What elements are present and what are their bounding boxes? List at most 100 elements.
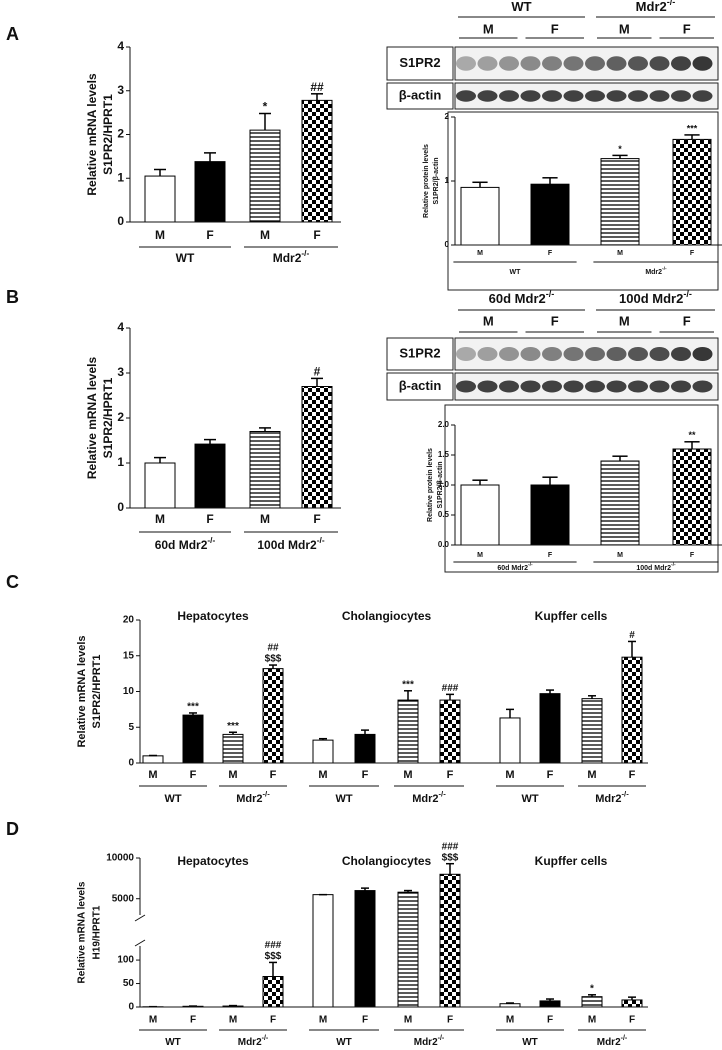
y-tick-label: 100 (117, 955, 134, 966)
blot-band (499, 56, 519, 71)
bar (581, 996, 603, 1008)
bar (499, 717, 521, 764)
y-tick-label: 0.0 (438, 540, 450, 549)
group-label: Mdr2-/- (414, 1035, 445, 1048)
group-label-text: WT (522, 1037, 538, 1048)
x-tick-label: M (404, 1015, 412, 1026)
group-label-text: Mdr2 (412, 793, 438, 805)
y-tick-label: 3 (117, 365, 124, 379)
bar (460, 186, 500, 246)
group-label: WT (176, 251, 195, 265)
blot-band (477, 380, 498, 393)
blot-group-label: Mdr2-/- (636, 0, 676, 14)
bar (301, 386, 333, 509)
significance-label: *** (402, 679, 414, 690)
x-tick-label: M (155, 512, 165, 526)
blot-band (542, 56, 562, 71)
blot-band (649, 346, 670, 362)
blot-band (499, 90, 519, 102)
bar (621, 999, 643, 1008)
blot-group-label-text: 60d Mdr2 (489, 291, 546, 306)
significance-label: ### (265, 940, 282, 951)
blot-band (456, 380, 476, 393)
significance-label: ### (442, 841, 459, 852)
x-tick-label: F (362, 1015, 368, 1026)
blot-band (606, 380, 627, 393)
chart-frame (447, 111, 719, 291)
blot-band (477, 56, 498, 71)
blot-row-label: β-actin (399, 87, 442, 102)
blot-band (456, 346, 476, 362)
group-label-sup: -/- (621, 1035, 628, 1042)
group-label-text: 60d Mdr2 (497, 565, 528, 572)
blot-band (477, 90, 498, 102)
y-axis-label: Relative mRNA levels (85, 357, 99, 480)
panel-label: D (6, 819, 19, 839)
bar (672, 138, 712, 246)
group-label-text: Mdr2 (645, 269, 662, 276)
axis-break (134, 939, 146, 947)
group-label-text: WT (510, 269, 522, 276)
x-tick-label: M (228, 769, 237, 781)
x-tick-label: M (617, 250, 623, 257)
blot-band (585, 346, 605, 362)
group-label: WT (335, 793, 352, 805)
bar (539, 693, 561, 764)
group-label-sup: -/- (438, 1035, 445, 1042)
blot-band (671, 56, 691, 71)
group-label: 100d Mdr2-/- (636, 562, 676, 571)
bar (581, 698, 603, 764)
blot-band (499, 380, 519, 393)
group-label-text: 100d Mdr2 (257, 538, 317, 552)
blot-band (585, 90, 605, 102)
bar (262, 668, 284, 764)
y-tick-label: 3 (117, 83, 124, 97)
group-label-sup: -/- (439, 790, 447, 799)
blot-band (692, 56, 713, 71)
blot-sex-label: F (683, 313, 691, 328)
bar (301, 99, 333, 223)
group-label: WT (165, 1037, 181, 1048)
bar (439, 873, 461, 1008)
y-axis-label: Relative mRNA levels (85, 73, 99, 196)
group-title: Hepatocytes (177, 854, 249, 868)
x-tick-label: F (547, 1015, 553, 1026)
significance-label: * (618, 144, 622, 154)
blot-group-label-text: Mdr2 (636, 0, 667, 14)
y-axis-label: S1PR2/HPRT1 (101, 94, 115, 175)
blot-band (563, 346, 584, 362)
blot-band (671, 346, 691, 362)
blot-band (542, 346, 562, 362)
y-tick-label: 10000 (106, 853, 134, 864)
blot-band (542, 380, 562, 393)
x-tick-label: F (206, 228, 213, 242)
bar (249, 431, 281, 509)
x-tick-label: M (318, 769, 327, 781)
blot-sex-label: F (683, 21, 691, 36)
y-axis-label: Relative protein levels (427, 448, 434, 522)
x-tick-label: F (190, 769, 197, 781)
blot-band (628, 56, 648, 71)
blot-band (671, 90, 691, 102)
bar (530, 183, 570, 246)
group-label: 100d Mdr2-/- (257, 535, 324, 552)
y-tick-label: 5000 (112, 893, 135, 904)
y-tick-label: 15 (123, 650, 135, 661)
group-label-text: WT (521, 793, 538, 805)
bar (397, 699, 419, 764)
significance-label: # (314, 365, 321, 379)
x-tick-label: M (260, 228, 270, 242)
significance-label: * (263, 100, 268, 114)
y-tick-label: 2.0 (438, 420, 450, 429)
x-tick-label: F (548, 552, 553, 559)
blot-group-label-sup: -/- (683, 289, 692, 299)
blot-group-label-text: 100d Mdr2 (619, 291, 683, 306)
y-axis-label: S1PR2/β-actin (433, 157, 440, 204)
group-label-sup: -/- (207, 535, 215, 545)
significance-label: $$$ (442, 852, 459, 863)
significance-label: # (629, 630, 635, 641)
blot-band (649, 380, 670, 393)
group-label-text: Mdr2 (597, 1037, 621, 1048)
group-label-text: WT (164, 793, 181, 805)
y-tick-label: 0.5 (438, 510, 450, 519)
